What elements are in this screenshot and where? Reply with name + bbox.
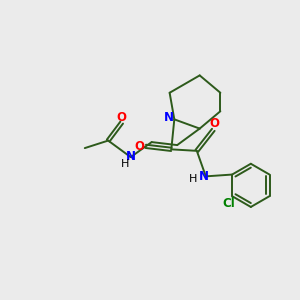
Text: N: N <box>198 170 208 183</box>
Text: O: O <box>135 140 145 153</box>
Text: N: N <box>126 150 136 163</box>
Text: H: H <box>121 159 130 169</box>
Text: O: O <box>210 117 220 130</box>
Text: H: H <box>189 174 197 184</box>
Text: Cl: Cl <box>223 197 236 210</box>
Text: O: O <box>117 111 127 124</box>
Text: N: N <box>164 111 174 124</box>
